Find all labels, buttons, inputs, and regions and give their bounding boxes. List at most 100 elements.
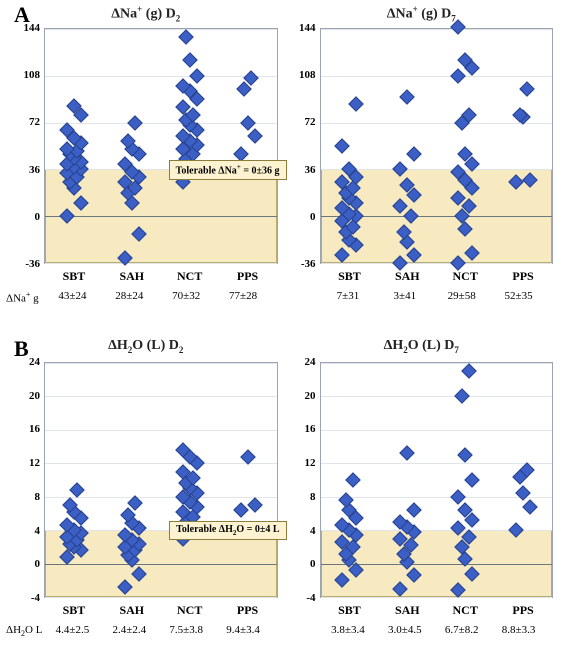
chart-title: ΔH2O (L) D2 (8, 338, 284, 355)
y-tick: -4 (31, 592, 44, 604)
summary-value: 3.8±3.4 (331, 624, 365, 636)
grid-line (321, 396, 553, 397)
summary-label: ΔH2O L (6, 624, 42, 638)
data-point (519, 81, 535, 97)
zero-line (45, 564, 277, 565)
chart-pair: ΔH2O (L) D2SBTSAHNCTPPSTolerable ΔH2O = … (8, 336, 559, 664)
y-tick: 36 (29, 164, 44, 176)
grid-line (45, 29, 277, 30)
summary-value: 29±58 (448, 290, 476, 302)
chart-left: ΔH2O (L) D2 SBTSAHNCTPPSTolerable ΔH2O = … (8, 336, 284, 664)
y-tick: 72 (305, 116, 320, 128)
x-label: SBT (338, 603, 361, 618)
y-tick: 12 (29, 457, 44, 469)
y-tick: 24 (29, 356, 44, 368)
y-tick: 16 (305, 423, 320, 435)
summary-value: 7±31 (337, 290, 360, 302)
data-point (400, 445, 416, 461)
data-point (406, 146, 422, 162)
data-point (247, 128, 263, 144)
plot-outer: SBTSAHNCTPPS-404812162024 (320, 362, 554, 598)
y-tick: 108 (299, 69, 320, 81)
y-tick: -4 (306, 592, 319, 604)
data-point (406, 502, 422, 518)
grid-line (321, 263, 553, 264)
summary-value: 77±28 (229, 290, 257, 302)
x-label: SAH (119, 603, 144, 618)
summary-value: 3.0±4.5 (388, 624, 422, 636)
grid-line (321, 597, 553, 598)
summary-label: ΔNa+ g (6, 290, 39, 305)
y-tick: 8 (310, 491, 320, 503)
summary-row: ΔH2O L4.4±2.52.4±2.47.5±3.89.4±3.4 (8, 624, 278, 638)
summary-value: 70±32 (172, 290, 200, 302)
y-tick: 16 (29, 423, 44, 435)
grid-line (321, 76, 553, 77)
y-tick: 4 (310, 525, 320, 537)
x-label: NCT (177, 603, 202, 618)
y-tick: 24 (305, 356, 320, 368)
x-label: SAH (395, 269, 420, 284)
panel-a: AΔNa+ (g) D2SBTSAHNCTPPSTolerable ΔNa+ =… (8, 2, 559, 330)
summary-value: 2.4±2.4 (113, 624, 147, 636)
grid-line (45, 396, 277, 397)
data-point (457, 447, 473, 463)
panel-b: BΔH2O (L) D2SBTSAHNCTPPSTolerable ΔH2O =… (8, 336, 559, 664)
grid-line (45, 430, 277, 431)
data-point (178, 29, 194, 45)
data-point (240, 449, 256, 465)
chart-right: ΔH2O (L) D7SBTSAHNCTPPS-4048121620243.8±… (284, 336, 560, 664)
plot-area: SBTSAHNCTPPSTolerable ΔNa+ = 0±36 g (44, 28, 278, 264)
summary-value: 7.5±3.8 (169, 624, 203, 636)
summary-value: 43±24 (58, 290, 86, 302)
tolerable-label: Tolerable ΔH2O = 0±4 L (169, 521, 286, 540)
x-label: SBT (63, 603, 86, 618)
summary-row: ΔNa+ g 43±24 28±24 70±32 77±28 (8, 290, 278, 304)
grid-line (321, 123, 553, 124)
summary-row: 3.8±3.43.0±4.56.7±8.28.8±3.3 (284, 624, 554, 638)
x-label: PPS (237, 269, 258, 284)
plot-outer: SBTSAHNCTPPSTolerable ΔH2O = 0±4 L-40481… (44, 362, 278, 598)
y-tick: 4 (35, 525, 45, 537)
zero-line (45, 216, 277, 217)
x-label: NCT (453, 269, 478, 284)
grid-line (45, 497, 277, 498)
data-point (247, 497, 263, 513)
y-tick: 0 (35, 211, 45, 223)
y-tick: 0 (310, 558, 320, 570)
y-tick: 20 (305, 390, 320, 402)
data-point (189, 68, 205, 84)
y-tick: 144 (24, 22, 45, 34)
summary-value: 6.7±8.2 (445, 624, 479, 636)
data-point (128, 115, 144, 131)
y-tick: 72 (29, 116, 44, 128)
data-point (464, 472, 480, 488)
plot-outer: SBTSAHNCTPPSTolerable ΔNa+ = 0±36 g-3603… (44, 28, 278, 264)
summary-row: 7±313±4129±5852±35 (284, 290, 554, 304)
x-label: SAH (119, 269, 144, 284)
data-point (461, 364, 477, 380)
data-point (522, 499, 538, 515)
x-label: SBT (338, 269, 361, 284)
summary-value: 28±24 (115, 290, 143, 302)
x-label: PPS (512, 603, 533, 618)
grid-line (321, 29, 553, 30)
chart-title: ΔNa+ (g) D2 (8, 4, 284, 23)
x-label: NCT (453, 603, 478, 618)
chart-right: ΔNa+ (g) D7SBTSAHNCTPPS-36036721081447±3… (284, 2, 560, 330)
summary-value: 9.4±3.4 (226, 624, 260, 636)
grid-line (45, 76, 277, 77)
grid-line (321, 463, 553, 464)
grid-line (321, 497, 553, 498)
plot-area: SBTSAHNCTPPSTolerable ΔH2O = 0±4 L (44, 362, 278, 598)
plot-area: SBTSAHNCTPPS (320, 28, 554, 264)
data-point (400, 89, 416, 105)
y-tick: 108 (24, 69, 45, 81)
x-label: SBT (63, 269, 86, 284)
chart-pair: ΔNa+ (g) D2 SBTSAHNCTPPSTolerable ΔNa+ = … (8, 2, 559, 330)
x-label: PPS (512, 269, 533, 284)
grid-line (45, 263, 277, 264)
y-tick: 8 (35, 491, 45, 503)
y-tick: 20 (29, 390, 44, 402)
data-point (182, 52, 198, 68)
